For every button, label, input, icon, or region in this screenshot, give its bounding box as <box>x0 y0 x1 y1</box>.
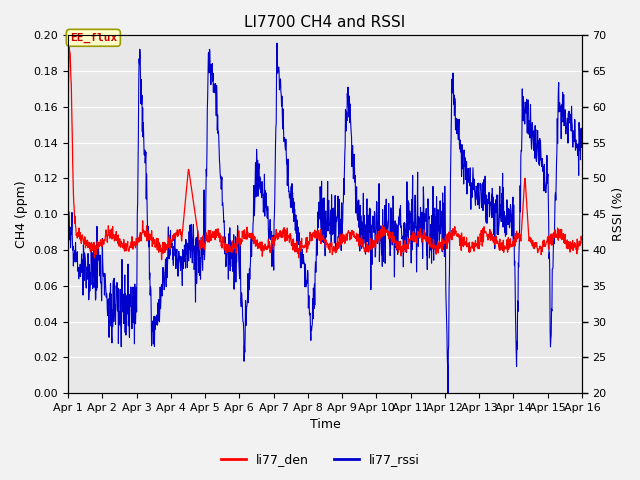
Y-axis label: RSSI (%): RSSI (%) <box>612 187 625 241</box>
Title: LI7700 CH4 and RSSI: LI7700 CH4 and RSSI <box>244 15 406 30</box>
Legend: li77_den, li77_rssi: li77_den, li77_rssi <box>216 448 424 471</box>
X-axis label: Time: Time <box>310 419 340 432</box>
Y-axis label: CH4 (ppm): CH4 (ppm) <box>15 180 28 248</box>
Text: EE_flux: EE_flux <box>70 33 117 43</box>
